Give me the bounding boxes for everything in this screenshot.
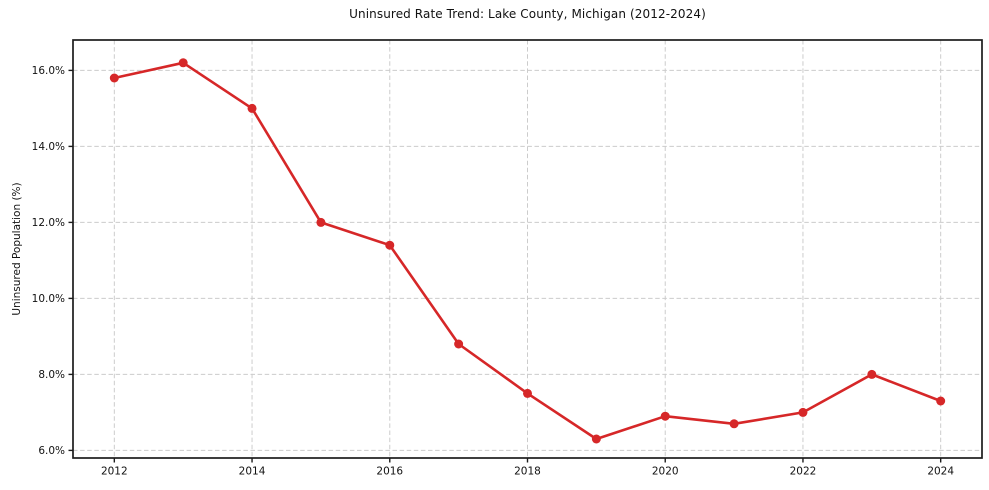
x-tick-label: 2016 (376, 466, 403, 478)
data-point-marker (178, 58, 188, 68)
y-tick-label: 8.0% (38, 369, 65, 381)
y-tick-label: 6.0% (38, 445, 65, 457)
data-point-marker (591, 434, 601, 444)
data-point-marker (109, 73, 119, 83)
data-point-marker (385, 240, 395, 250)
x-tick-label: 2014 (239, 466, 266, 478)
y-tick-label: 16.0% (32, 65, 65, 77)
chart-title: Uninsured Rate Trend: Lake County, Michi… (349, 7, 706, 21)
data-point-marker (247, 103, 257, 113)
data-point-marker (936, 396, 946, 406)
y-tick-label: 14.0% (32, 141, 65, 153)
data-point-marker (729, 419, 739, 429)
data-point-marker (316, 217, 326, 227)
data-point-marker (798, 407, 808, 417)
x-tick-label: 2012 (101, 466, 128, 478)
y-tick-label: 12.0% (32, 217, 65, 229)
data-point-marker (454, 339, 464, 349)
data-point-marker (867, 369, 877, 379)
x-tick-label: 2024 (927, 466, 954, 478)
x-tick-label: 2018 (514, 466, 541, 478)
x-tick-label: 2020 (652, 466, 679, 478)
y-tick-label: 10.0% (32, 293, 65, 305)
y-axis-label: Uninsured Population (%) (11, 182, 23, 316)
data-point-marker (660, 411, 670, 421)
data-point-marker (523, 388, 532, 398)
x-tick-label: 2022 (790, 466, 817, 478)
